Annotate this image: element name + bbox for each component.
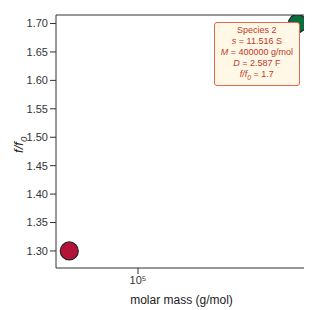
svg-text:1.70: 1.70 bbox=[27, 17, 48, 29]
html-text:M = 400000 g/mol: M = 400000 g/mol bbox=[220, 47, 293, 57]
svg-text:1.30: 1.30 bbox=[27, 245, 48, 257]
html-text:Species 2: Species 2 bbox=[237, 25, 277, 35]
svg-text:1.45: 1.45 bbox=[27, 160, 48, 172]
svg-text:molar mass (g/mol): molar mass (g/mol) bbox=[130, 293, 233, 307]
html-text:D = 2.587 F: D = 2.587 F bbox=[233, 58, 281, 68]
html-text:f/f: f/f bbox=[11, 142, 27, 153]
svg-text:1.60: 1.60 bbox=[27, 74, 48, 86]
html-text:f/f0= 1.7: f/f0= 1.7 bbox=[239, 69, 274, 81]
svg-text:1.55: 1.55 bbox=[27, 103, 48, 115]
html-text:s = 11.516 S: s = 11.516 S bbox=[231, 36, 282, 46]
html-text:0: 0 bbox=[17, 136, 29, 143]
svg-text:1.65: 1.65 bbox=[27, 46, 48, 58]
svg-text:1.35: 1.35 bbox=[27, 216, 48, 228]
svg-text:1.50: 1.50 bbox=[27, 131, 48, 143]
svg-text:1.40: 1.40 bbox=[27, 188, 48, 200]
svg-text:10⁵: 10⁵ bbox=[130, 274, 147, 286]
